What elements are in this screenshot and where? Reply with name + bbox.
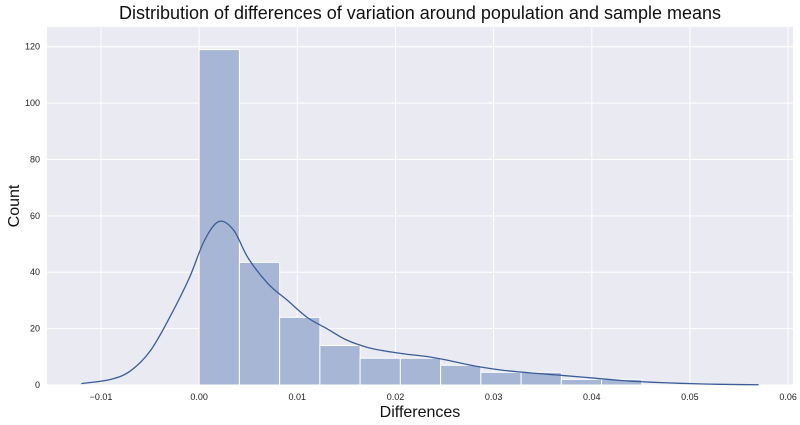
x-tick-label: 0.04 xyxy=(583,392,601,402)
histogram-bar xyxy=(359,357,401,386)
histogram-bar xyxy=(560,378,603,386)
x-tick-label: 0.03 xyxy=(485,392,503,402)
histogram-bar xyxy=(198,49,240,386)
plot-area xyxy=(47,27,793,385)
histogram-bar xyxy=(279,316,321,386)
y-tick-label: 80 xyxy=(30,154,40,164)
y-axis-title: Count xyxy=(6,184,23,227)
histogram-bars xyxy=(198,49,643,386)
x-tick-label: −0.01 xyxy=(90,392,113,402)
histogram-bar xyxy=(480,371,522,386)
histogram-bar xyxy=(440,364,482,386)
histogram-bar xyxy=(520,371,562,386)
histogram-bar xyxy=(238,261,281,386)
y-tick-label: 0 xyxy=(35,380,40,390)
x-tick-label: 0.05 xyxy=(681,392,699,402)
x-axis-title: Differences xyxy=(380,404,461,421)
y-tick-label: 100 xyxy=(25,98,40,108)
x-tick-label: 0.01 xyxy=(289,392,307,402)
y-tick-label: 60 xyxy=(30,211,40,221)
axis-ticks: −0.01 0.00 0.01 0.02 0.03 0.04 0.05 0.06 0 20 40 60… xyxy=(25,42,797,402)
y-tick-label: 20 xyxy=(30,324,40,334)
x-tick-label: 0.06 xyxy=(779,392,797,402)
x-tick-label: 0.02 xyxy=(387,392,405,402)
y-tick-label: 40 xyxy=(30,267,40,277)
x-tick-label: 0.00 xyxy=(190,392,208,402)
kde-curve xyxy=(81,220,759,386)
histogram-bar xyxy=(319,345,361,386)
grid-lines xyxy=(47,27,793,386)
histogram-bar xyxy=(399,357,442,386)
y-tick-label: 120 xyxy=(25,42,40,52)
chart-title: Distribution of differences of variation… xyxy=(119,3,721,23)
